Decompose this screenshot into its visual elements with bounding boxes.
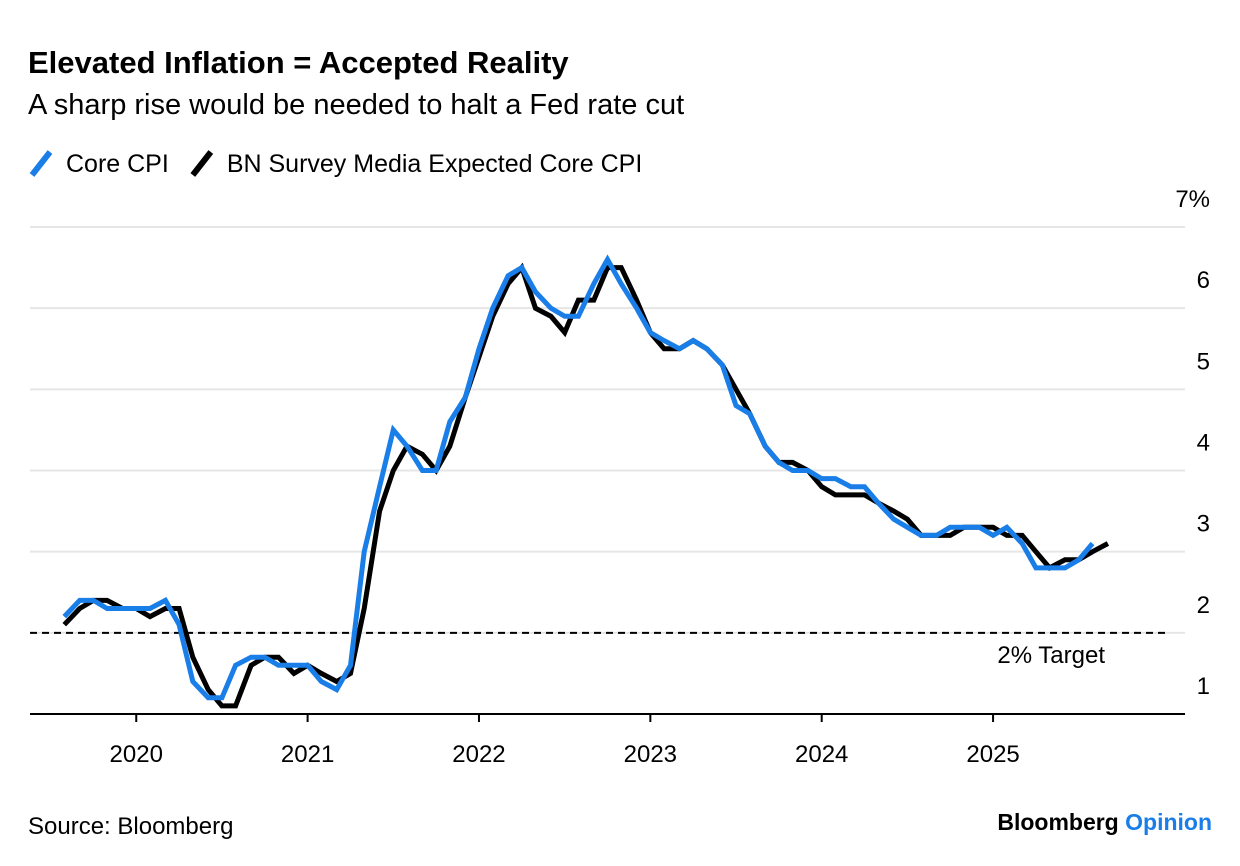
- x-tick-label: 2023: [624, 741, 677, 768]
- y-tick-label: 6: [1197, 267, 1210, 294]
- x-tick-label: 2022: [452, 741, 505, 768]
- y-tick-label: 7%: [1175, 186, 1210, 213]
- x-tick-label: 2025: [966, 741, 1019, 768]
- chart-title: Elevated Inflation = Accepted Reality: [28, 45, 569, 80]
- source: Source: Bloomberg: [28, 813, 233, 840]
- legend-swatch: [190, 150, 214, 177]
- brand-suffix: Opinion: [1125, 809, 1212, 835]
- y-tick-label: 5: [1197, 348, 1210, 375]
- legend-label: BN Survey Media Expected Core CPI: [227, 150, 642, 178]
- y-tick-label: 4: [1197, 430, 1210, 457]
- x-tick-label: 2020: [110, 741, 163, 768]
- y-tick-label: 1: [1197, 673, 1210, 700]
- y-tick-label: 2: [1197, 592, 1210, 619]
- chart-subtitle: A sharp rise would be needed to halt a F…: [28, 89, 684, 121]
- brand-name: Bloomberg: [997, 809, 1118, 835]
- y-tick-label: 3: [1197, 511, 1210, 538]
- brand: Bloomberg Opinion: [997, 809, 1212, 835]
- legend-label: Core CPI: [66, 150, 169, 178]
- target-label: 2% Target: [997, 642, 1105, 669]
- series-line: [62, 262, 1110, 709]
- x-tick-label: 2024: [795, 741, 848, 768]
- series-line: [62, 254, 1095, 701]
- x-tick-label: 2021: [281, 741, 334, 768]
- legend-swatch: [29, 150, 53, 177]
